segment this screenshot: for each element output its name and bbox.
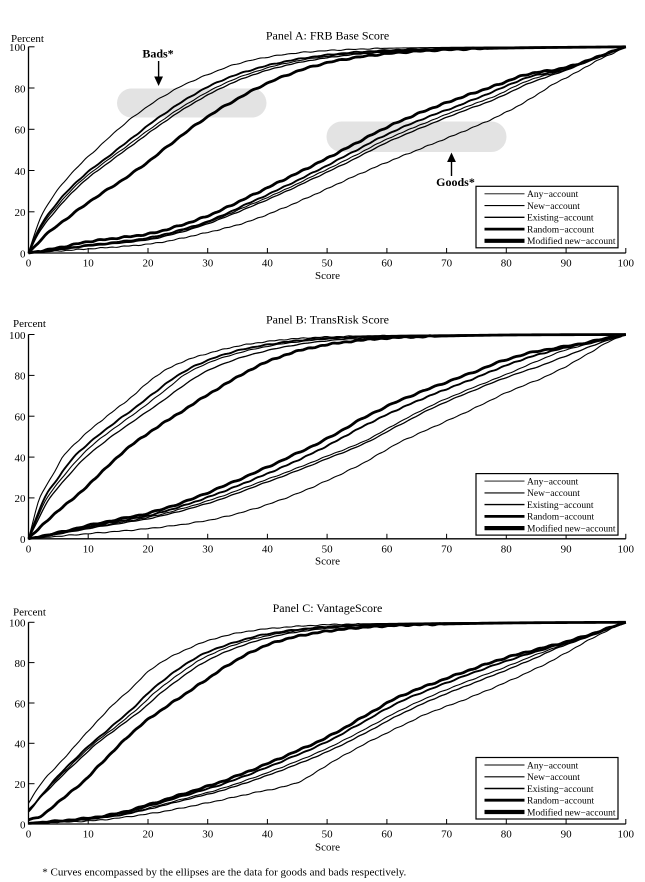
svg-text:40: 40: [15, 739, 27, 751]
svg-text:Existing−account: Existing−account: [527, 214, 594, 224]
svg-text:0: 0: [20, 534, 26, 546]
svg-text:20: 20: [143, 543, 155, 555]
svg-text:60: 60: [15, 125, 27, 137]
svg-text:Panel C: VantageScore: Panel C: VantageScore: [273, 601, 383, 615]
svg-text:Score: Score: [315, 270, 340, 282]
svg-text:Bads*: Bads*: [142, 47, 173, 61]
svg-text:Percent: Percent: [11, 33, 44, 45]
svg-text:New−account: New−account: [527, 202, 580, 212]
svg-text:90: 90: [561, 543, 573, 555]
svg-text:30: 30: [202, 543, 214, 555]
svg-text:20: 20: [15, 493, 27, 505]
svg-text:10: 10: [83, 829, 95, 841]
svg-text:70: 70: [441, 543, 453, 555]
svg-text:0: 0: [26, 543, 32, 555]
svg-text:Random−account: Random−account: [527, 513, 594, 523]
svg-text:90: 90: [561, 829, 573, 841]
svg-text:40: 40: [262, 543, 274, 555]
svg-text:80: 80: [15, 658, 27, 670]
svg-text:20: 20: [143, 829, 155, 841]
svg-text:0: 0: [26, 829, 32, 841]
svg-text:100: 100: [618, 543, 635, 555]
svg-text:Modified new−account: Modified new−account: [527, 236, 616, 247]
svg-text:Goods*: Goods*: [436, 175, 475, 189]
svg-text:100: 100: [9, 618, 26, 630]
svg-text:Panel B: TransRisk Score: Panel B: TransRisk Score: [266, 313, 389, 327]
svg-text:100: 100: [618, 829, 635, 841]
svg-text:Percent: Percent: [13, 607, 46, 619]
svg-text:100: 100: [9, 42, 26, 54]
svg-text:40: 40: [15, 166, 27, 178]
svg-text:0: 0: [20, 248, 26, 260]
svg-text:50: 50: [322, 258, 334, 270]
svg-text:New−account: New−account: [527, 489, 580, 499]
svg-text:10: 10: [83, 543, 95, 555]
svg-text:30: 30: [202, 258, 214, 270]
svg-text:100: 100: [9, 330, 26, 342]
svg-text:Percent: Percent: [13, 318, 46, 330]
svg-text:Any−account: Any−account: [527, 190, 579, 200]
svg-text:70: 70: [441, 829, 453, 841]
svg-text:70: 70: [441, 258, 453, 270]
svg-text:80: 80: [15, 371, 27, 383]
svg-text:Modified new−account: Modified new−account: [527, 807, 616, 818]
svg-text:40: 40: [15, 452, 27, 464]
svg-text:* Curves encompassed by the el: * Curves encompassed by the ellipses are…: [42, 867, 406, 879]
svg-text:Modified new−account: Modified new−account: [527, 523, 616, 534]
svg-text:20: 20: [143, 258, 155, 270]
svg-text:60: 60: [381, 258, 393, 270]
svg-text:50: 50: [322, 543, 334, 555]
svg-text:Existing−account: Existing−account: [527, 501, 594, 511]
svg-text:60: 60: [15, 412, 27, 424]
svg-text:Existing−account: Existing−account: [527, 785, 594, 795]
svg-text:0: 0: [20, 819, 26, 831]
svg-text:60: 60: [381, 543, 393, 555]
svg-text:Random−account: Random−account: [527, 797, 594, 807]
svg-text:100: 100: [618, 258, 635, 270]
svg-text:80: 80: [15, 83, 27, 95]
svg-text:50: 50: [322, 829, 334, 841]
svg-text:60: 60: [15, 698, 27, 710]
svg-text:80: 80: [501, 829, 513, 841]
svg-text:90: 90: [561, 258, 573, 270]
svg-text:New−account: New−account: [527, 773, 580, 783]
svg-text:Any−account: Any−account: [527, 761, 579, 771]
svg-text:30: 30: [202, 829, 214, 841]
svg-text:80: 80: [501, 258, 513, 270]
svg-text:80: 80: [501, 543, 513, 555]
svg-text:Any−account: Any−account: [527, 477, 579, 487]
svg-text:Score: Score: [315, 842, 340, 854]
svg-text:40: 40: [262, 829, 274, 841]
svg-text:10: 10: [83, 258, 95, 270]
svg-text:60: 60: [381, 829, 393, 841]
svg-text:Score: Score: [315, 556, 340, 568]
svg-text:Panel A: FRB Base Score: Panel A: FRB Base Score: [266, 29, 389, 43]
svg-text:0: 0: [26, 258, 32, 270]
svg-text:20: 20: [15, 207, 27, 219]
svg-text:40: 40: [262, 258, 274, 270]
svg-text:20: 20: [15, 779, 27, 791]
svg-text:Random−account: Random−account: [527, 225, 594, 235]
